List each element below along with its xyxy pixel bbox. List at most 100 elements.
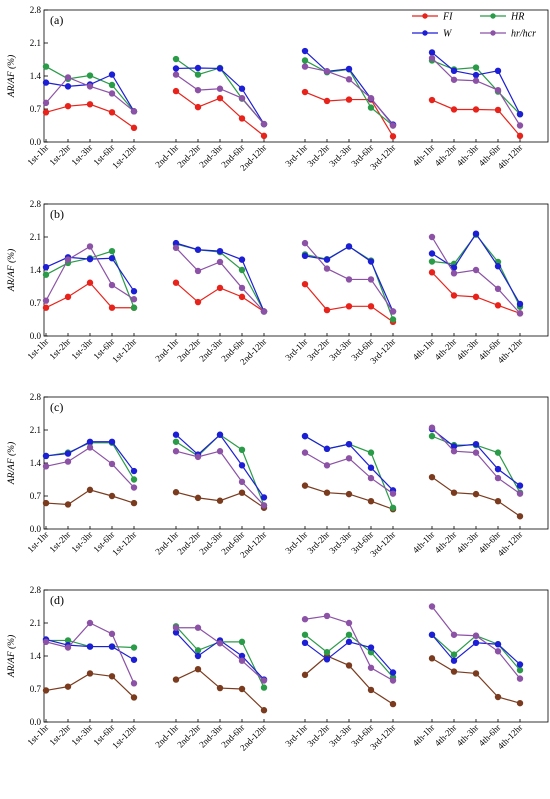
data-point-hr: [494, 86, 502, 94]
data-point-FI: [172, 676, 180, 683]
data-point-hr: [367, 276, 375, 283]
x-tick-label: 1st-3hr: [69, 336, 94, 361]
data-point-FI: [494, 497, 502, 505]
x-tick-label: 4th-1hr: [411, 722, 437, 748]
data-point-hr: [86, 444, 94, 451]
data-point-FI: [367, 497, 375, 505]
plot-frame: [43, 589, 549, 723]
data-point-W: [42, 452, 50, 460]
data-point-HR: [42, 271, 50, 278]
data-point-hr: [516, 490, 524, 497]
y-tick-label: 1.4: [30, 265, 42, 275]
data-point-hr: [130, 484, 138, 491]
x-tick-label: 1st-12hr: [110, 722, 138, 750]
data-point-FI: [301, 671, 309, 679]
x-tick-label: 4th-3hr: [455, 722, 481, 748]
data-point-W: [194, 246, 202, 253]
data-point-FI: [450, 489, 458, 496]
data-point-hr: [323, 68, 331, 75]
data-point-hr: [64, 644, 72, 651]
data-point-hr: [389, 677, 397, 684]
data-point-hr: [345, 619, 353, 627]
x-tick-label: 4th-2hr: [433, 142, 459, 168]
data-point-HR: [516, 666, 524, 674]
series-line-W: [175, 433, 265, 498]
legend-label-FI: FI: [442, 12, 453, 23]
data-point-hr: [216, 85, 224, 92]
data-point-W: [86, 255, 94, 263]
data-point-hr: [323, 265, 331, 272]
x-tick-label: 3rd-2hr: [305, 142, 331, 168]
data-point-FI: [345, 303, 353, 310]
data-point-hr: [345, 455, 353, 462]
data-point-hr: [172, 448, 180, 455]
x-tick-label: 4th-12hr: [495, 336, 524, 365]
x-tick-label: 2nd-2hr: [175, 336, 202, 363]
data-point-hr: [450, 76, 458, 83]
data-point-hr: [389, 308, 397, 315]
data-point-W: [494, 263, 502, 270]
data-point-W: [516, 661, 524, 668]
data-point-HR: [238, 266, 246, 274]
data-point-hr: [450, 631, 458, 638]
data-point-FI: [516, 513, 524, 520]
data-point-HR: [260, 684, 268, 691]
data-point-hr: [472, 266, 480, 274]
x-tick-label: 2nd-2hr: [175, 722, 202, 749]
data-point-HR: [428, 432, 436, 440]
data-point-HR: [238, 446, 246, 453]
data-point-hr: [472, 77, 480, 84]
y-tick-label: 0.0: [30, 524, 42, 534]
data-point-hr: [64, 458, 72, 465]
data-point-FI: [238, 685, 246, 693]
data-point-hr: [130, 680, 138, 687]
data-point-HR: [130, 644, 138, 651]
data-point-hr: [367, 664, 375, 671]
data-point-hr: [194, 86, 202, 94]
data-point-HR: [494, 449, 502, 456]
data-point-hr: [238, 284, 246, 292]
y-tick-label: 2.8: [30, 5, 42, 15]
data-point-hr: [238, 657, 246, 664]
data-point-FI: [172, 87, 180, 95]
data-point-FI: [216, 684, 224, 692]
data-point-FI: [516, 132, 524, 140]
data-point-W: [216, 431, 224, 438]
data-point-W: [42, 263, 50, 271]
x-tick-label: 2nd-3hr: [197, 722, 224, 749]
data-point-FI: [260, 707, 268, 714]
x-tick-label: 4th-3hr: [455, 529, 481, 555]
data-point-FI: [494, 106, 502, 114]
data-point-hr: [42, 297, 50, 304]
data-point-HR: [323, 649, 331, 656]
data-point-FI: [216, 497, 224, 504]
data-point-FI: [450, 668, 458, 675]
data-point-W: [42, 79, 50, 86]
panel-label: (a): [50, 13, 63, 27]
data-point-W: [516, 300, 524, 308]
data-point-W: [323, 656, 331, 663]
data-point-W: [472, 71, 480, 79]
x-tick-label: 1st-2hr: [47, 142, 72, 167]
data-point-FI: [194, 298, 202, 306]
data-point-W: [301, 639, 309, 646]
data-point-W: [345, 638, 353, 646]
x-tick-label: 4th-2hr: [433, 722, 459, 748]
data-point-FI: [301, 482, 309, 489]
data-point-FI: [238, 489, 246, 496]
data-point-FI: [194, 666, 202, 673]
data-point-hr: [260, 308, 268, 315]
x-tick-label: 2nd-1hr: [153, 336, 180, 363]
series-line-FI: [45, 103, 135, 129]
data-point-W: [472, 230, 480, 237]
data-point-hr: [216, 258, 224, 266]
x-tick-label: 4th-1hr: [411, 529, 437, 555]
data-point-hr: [108, 630, 116, 638]
data-point-W: [323, 256, 331, 263]
data-point-FI: [323, 97, 331, 105]
data-point-W: [472, 639, 480, 646]
data-point-FI: [64, 293, 72, 301]
data-point-W: [64, 450, 72, 457]
data-point-W: [216, 247, 224, 255]
panel-2: 0.00.71.42.12.8AR/AF (%)(c)1st-1hr1st-2h…: [6, 392, 549, 560]
